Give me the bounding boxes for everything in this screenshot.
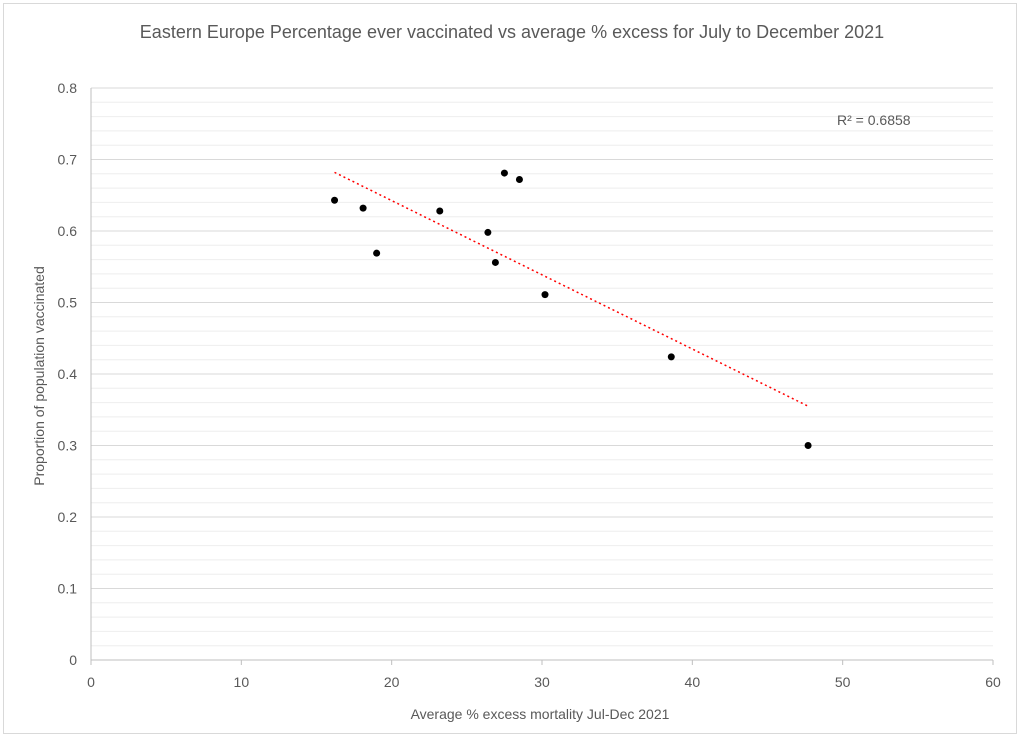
x-tick-label: 40	[685, 674, 701, 690]
y-tick-label: 0.8	[58, 80, 78, 96]
data-point	[359, 204, 367, 212]
y-tick-label: 0.2	[58, 509, 78, 525]
y-tick-label: 0.1	[58, 581, 78, 597]
x-tick-label: 20	[384, 674, 400, 690]
x-tick-label: 0	[87, 674, 95, 690]
y-tick-label: 0	[69, 652, 77, 668]
scatter-chart: Eastern Europe Percentage ever vaccinate…	[31, 22, 1001, 722]
x-tick-label: 30	[534, 674, 550, 690]
x-axis-ticks: 0 10 20 30 40 50 60	[87, 660, 1001, 690]
y-axis-label: Proportion of population vaccinated	[31, 266, 47, 485]
y-tick-label: 0.5	[58, 295, 78, 311]
data-point	[804, 442, 812, 449]
data-point	[331, 196, 339, 204]
trendline-group	[334, 171, 809, 407]
y-axis-ticks: 0 0.1 0.2 0.3 0.4 0.5 0.6 0.7 0.8	[58, 80, 78, 668]
chart-title: Eastern Europe Percentage ever vaccinate…	[140, 22, 884, 42]
data-point	[491, 258, 499, 266]
chart-area: Eastern Europe Percentage ever vaccinate…	[3, 3, 1017, 734]
data-point	[484, 228, 492, 236]
r-squared-label: R² = 0.6858	[837, 112, 911, 128]
data-point	[667, 353, 675, 361]
data-point	[436, 207, 444, 215]
trendline	[334, 171, 809, 407]
y-tick-label: 0.7	[58, 152, 78, 168]
data-point	[500, 169, 508, 177]
data-points	[331, 169, 812, 449]
x-tick-label: 50	[835, 674, 851, 690]
x-tick-label: 10	[234, 674, 250, 690]
y-tick-label: 0.6	[58, 223, 78, 239]
x-axis-label: Average % excess mortality Jul-Dec 2021	[411, 706, 670, 722]
gridlines	[91, 87, 993, 661]
y-tick-label: 0.3	[58, 438, 78, 454]
data-point	[541, 291, 549, 299]
data-point	[373, 249, 381, 257]
x-tick-label: 60	[985, 674, 1001, 690]
y-tick-label: 0.4	[58, 366, 78, 382]
data-point	[515, 176, 523, 184]
